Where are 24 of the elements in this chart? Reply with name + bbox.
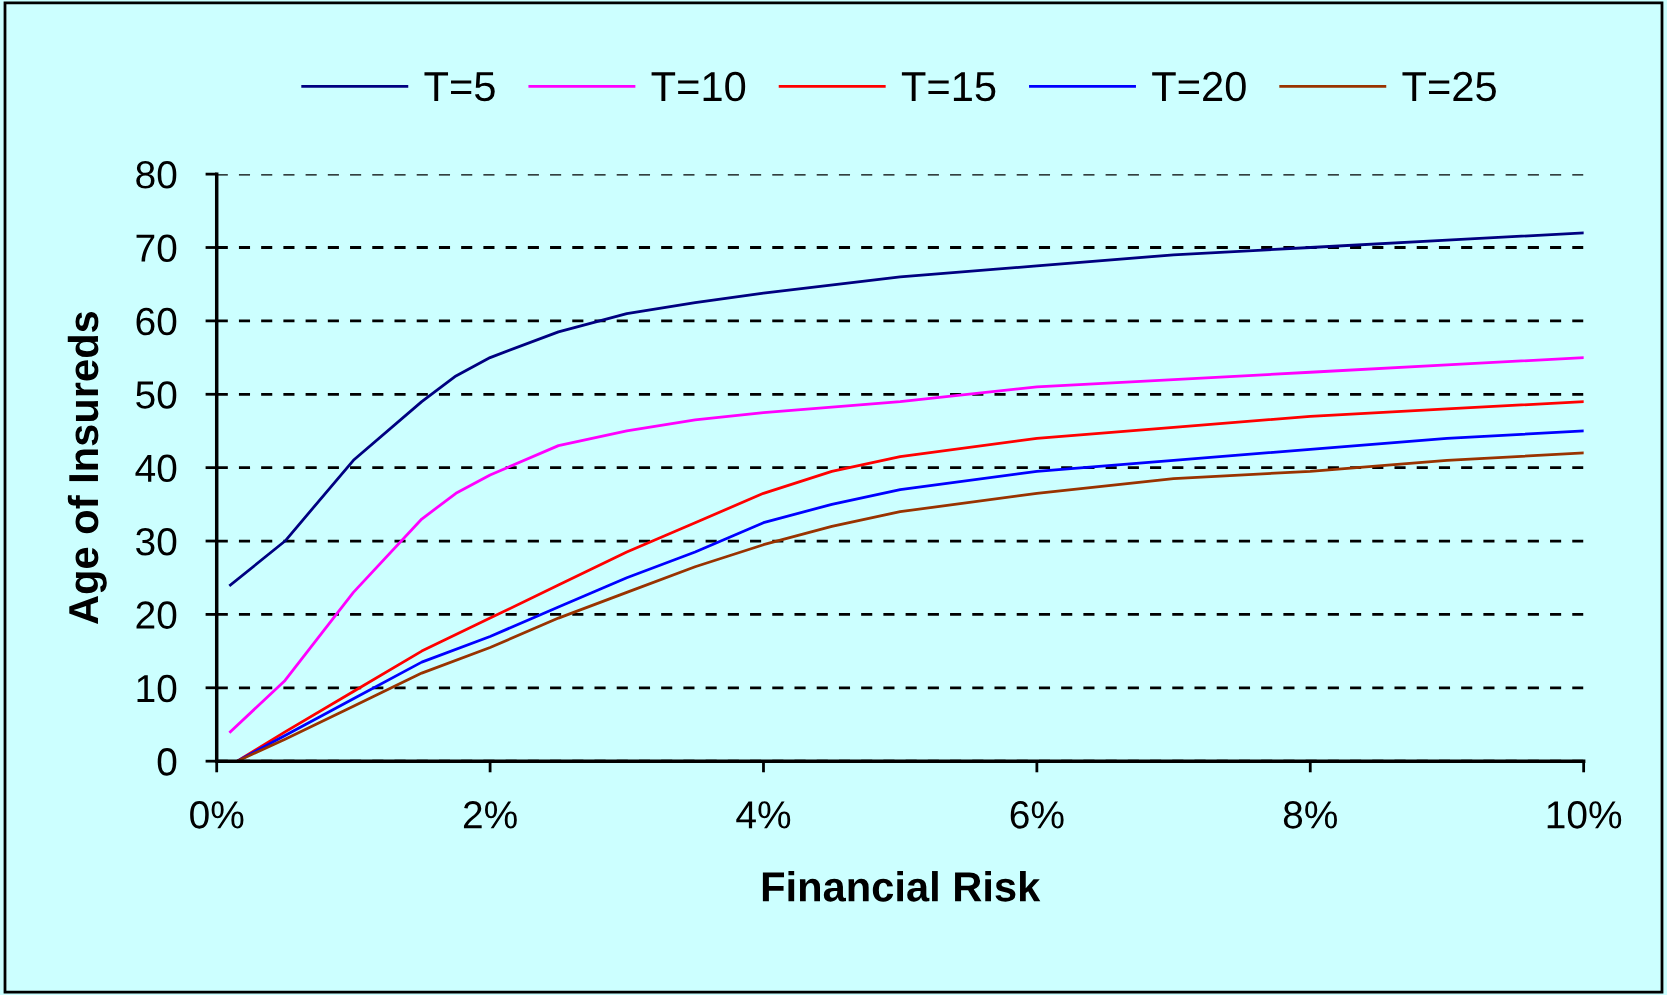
x-tick-label: 2% (463, 801, 517, 829)
y-tick-label: 70 (136, 234, 177, 262)
y-tick-label: 40 (135, 454, 177, 483)
y-tick-label: 50 (136, 381, 177, 409)
legend-label: T=5 (424, 72, 495, 102)
y-tick-label: 10 (137, 674, 177, 703)
x-tick-label: 10% (1547, 801, 1622, 829)
x-tick-label: 4% (736, 801, 791, 829)
y-tick-label: 30 (136, 527, 177, 556)
y-tick-label: 20 (136, 601, 177, 629)
x-tick-label: 0% (190, 801, 244, 829)
y-tick-label: 80 (136, 161, 177, 189)
legend-label: T=10 (651, 71, 746, 102)
y-tick-label: 0 (157, 748, 177, 776)
legend-label: T=20 (1152, 71, 1246, 102)
line-series (228, 231, 1584, 587)
line-series (228, 356, 1584, 734)
x-tick-label: 8% (1283, 801, 1337, 829)
x-axis-title: Financial Risk (762, 871, 1041, 902)
legend-label: T=25 (1402, 71, 1496, 102)
y-axis-title: Age of Insureds (67, 311, 107, 625)
x-tick-label: 6% (1010, 801, 1064, 829)
y-tick-label: 60 (136, 307, 177, 336)
legend-label: T=15 (901, 72, 996, 102)
